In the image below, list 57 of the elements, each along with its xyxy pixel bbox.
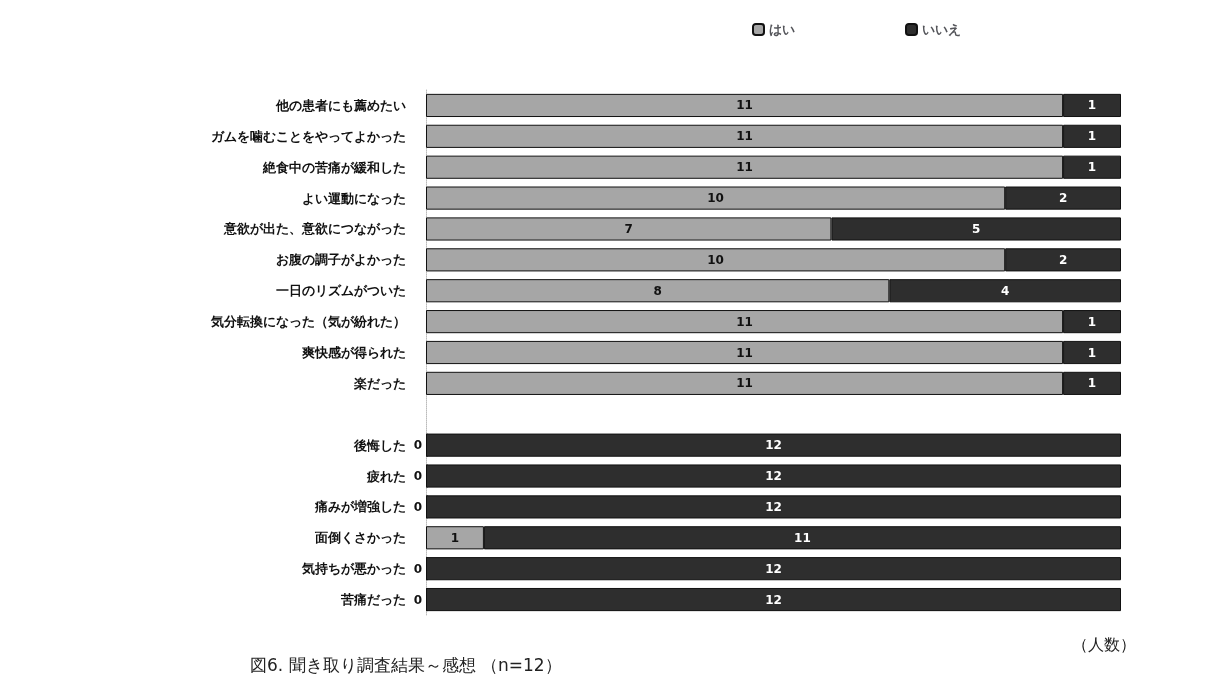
y-tick-label: 面倒くさかった (314, 530, 406, 546)
y-tick-label: 気持ちが悪かった (301, 561, 406, 577)
data-label: 11 (736, 314, 753, 329)
bar (426, 557, 1121, 581)
y-tick-label: お腹の調子がよかった (276, 252, 406, 268)
y-tick-label: 気分転換になった（気が紛れた） (210, 314, 406, 330)
bar (426, 433, 1121, 457)
bar (426, 495, 1121, 519)
data-label: 0 (413, 561, 422, 576)
y-tick-label: 後悔した (353, 437, 406, 453)
data-label: 1 (1087, 345, 1097, 360)
data-label: 1 (450, 530, 460, 545)
y-tick-label: 意欲が出た、意欲につながった (223, 221, 406, 237)
y-tick-label: 他の患者にも薦めたい (275, 97, 406, 113)
bar (426, 587, 1121, 612)
data-label: 0 (413, 499, 422, 514)
data-label: 11 (736, 129, 753, 144)
y-tick-label: 苦痛だった (340, 592, 406, 608)
data-label: 0 (413, 592, 422, 607)
data-label: 10 (707, 252, 724, 267)
data-label: 1 (1087, 160, 1097, 175)
data-label: 12 (765, 469, 782, 484)
data-label: 12 (765, 592, 782, 607)
data-label: 11 (736, 376, 753, 391)
data-label: 11 (736, 98, 753, 113)
legend-label: はい (769, 22, 795, 37)
data-label: 12 (765, 438, 782, 453)
data-label: 5 (972, 221, 981, 236)
data-label: 1 (1087, 129, 1097, 144)
data-label: 0 (413, 438, 422, 453)
y-tick-label: 楽だった (353, 375, 406, 391)
data-label: 0 (413, 469, 422, 484)
data-label: 11 (736, 345, 753, 360)
data-label: 8 (653, 283, 662, 298)
y-tick-label: 爽快感が得られた (302, 345, 406, 360)
data-label: 10 (707, 191, 724, 206)
data-label: 11 (736, 160, 753, 175)
data-label: 2 (1058, 252, 1068, 267)
y-tick-label: 絶食中の苦痛が緩和した (262, 159, 406, 175)
y-tick-label: 痛みが増強した (314, 499, 406, 515)
data-label: 1 (1087, 376, 1097, 391)
y-tick-label: 一日のリズムがついた (276, 283, 406, 299)
x-axis-title: （人数） (1072, 634, 1136, 654)
data-label: 12 (765, 499, 782, 514)
y-tick-label: ガムを噛むことをやってよかった (211, 128, 406, 144)
data-label: 11 (794, 530, 811, 545)
data-label: 7 (624, 221, 633, 236)
y-tick-label: 疲れた (366, 468, 406, 484)
data-label: 2 (1058, 191, 1068, 206)
text: 図6. 聞き取り調査結果～感想 （n=12） (250, 654, 562, 675)
data-label: 12 (765, 561, 782, 576)
y-tick-label: よい運動になった (302, 190, 406, 206)
data-label: 1 (1087, 98, 1097, 113)
data-label: 4 (1000, 283, 1010, 298)
bar (426, 464, 1121, 488)
data-label: 1 (1087, 314, 1097, 329)
legend-label: いいえ (922, 22, 961, 37)
